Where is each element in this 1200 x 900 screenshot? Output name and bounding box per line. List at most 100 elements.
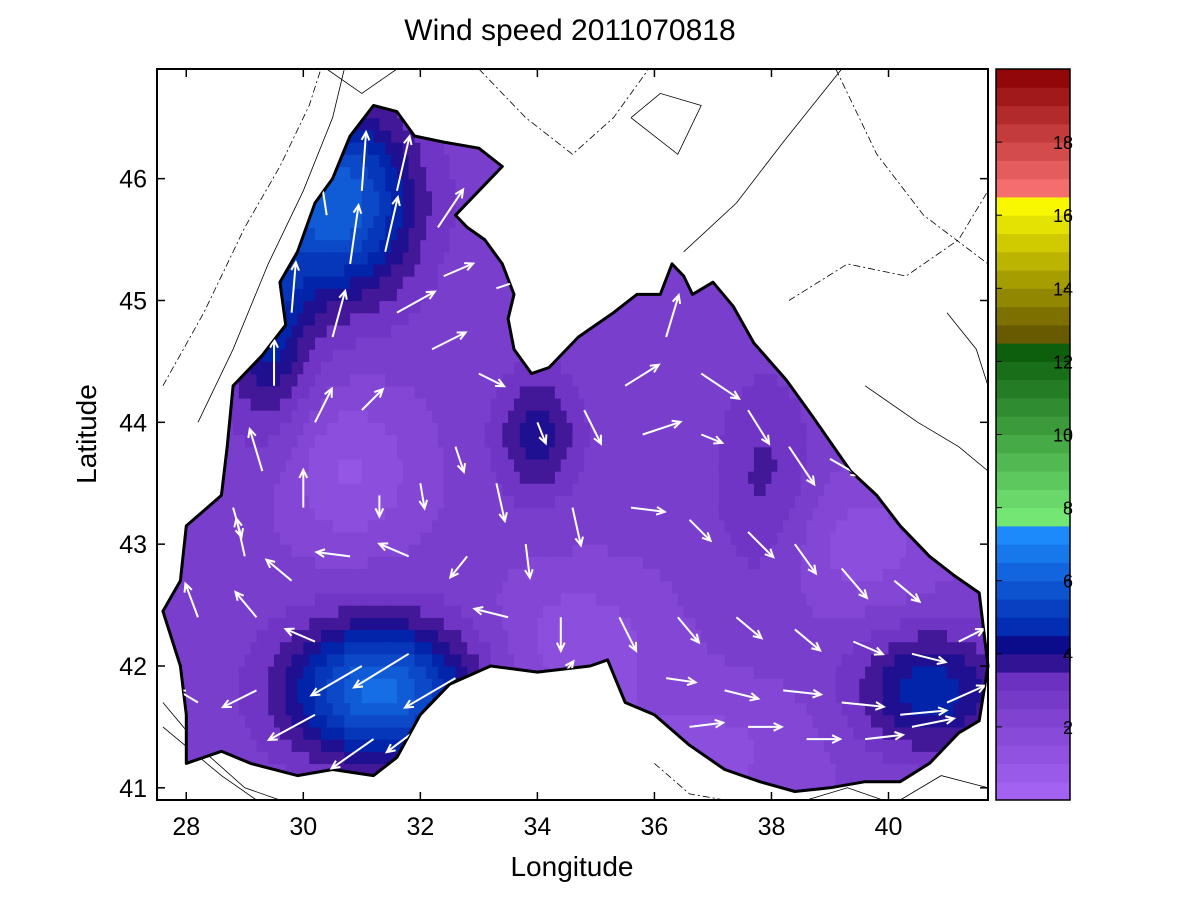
- field-cell: [385, 178, 392, 192]
- field-cell: [320, 458, 328, 472]
- field-cell: [514, 434, 521, 448]
- field-cell: [449, 410, 457, 423]
- field-cell: [625, 507, 632, 521]
- field-cell: [473, 641, 480, 655]
- field-cell: [361, 337, 369, 350]
- field-cell: [502, 446, 509, 460]
- field-cell: [560, 580, 568, 594]
- field-cell: [478, 410, 486, 423]
- field-cell: [455, 605, 462, 618]
- field-cell: [467, 495, 474, 509]
- field-cell: [514, 495, 521, 509]
- field-cell: [572, 605, 579, 618]
- field-cell: [449, 592, 457, 606]
- field-cell: [356, 471, 363, 484]
- field-cell: [478, 288, 486, 302]
- field-cell: [320, 227, 328, 241]
- field-cell: [613, 544, 620, 557]
- field-cell: [396, 532, 404, 545]
- field-cell: [525, 653, 533, 667]
- field-cell: [414, 617, 421, 630]
- field-cell: [502, 617, 509, 630]
- field-cell: [484, 434, 492, 448]
- field-cell: [379, 458, 386, 472]
- field-cell: [385, 653, 392, 667]
- field-cell: [367, 166, 375, 180]
- field-cell: [238, 726, 246, 740]
- field-cell: [414, 166, 421, 180]
- field-cell: [396, 556, 404, 570]
- field-cell: [279, 446, 287, 460]
- field-cell: [326, 373, 334, 387]
- field-cell: [396, 446, 404, 460]
- field-cell: [203, 702, 211, 716]
- field-cell: [519, 532, 527, 545]
- field-cell: [285, 300, 293, 314]
- field-cell: [227, 568, 234, 582]
- field-cell: [250, 641, 258, 655]
- field-cell: [508, 519, 515, 533]
- field-cell: [636, 678, 644, 691]
- field-cell: [566, 641, 574, 655]
- field-cell: [379, 373, 386, 387]
- field-cell: [432, 544, 439, 557]
- field-cell: [502, 410, 509, 423]
- field-cell: [320, 300, 328, 314]
- field-cell: [361, 678, 369, 691]
- field-cell: [531, 568, 538, 582]
- field-cell: [519, 544, 527, 557]
- field-cell: [636, 422, 644, 436]
- field-cell: [478, 385, 486, 399]
- field-cell: [379, 702, 386, 716]
- field-cell: [426, 337, 433, 350]
- field-cell: [607, 653, 615, 667]
- field-cell: [332, 373, 340, 387]
- isoline: [162, 726, 257, 800]
- field-cell: [420, 227, 427, 241]
- field-cell: [449, 239, 457, 253]
- field-cell: [572, 337, 579, 350]
- field-cell: [478, 580, 486, 594]
- field-cell: [420, 361, 427, 375]
- field-cell: [338, 446, 345, 460]
- field-cell: [613, 641, 620, 655]
- field-cell: [426, 617, 433, 630]
- field-cell: [467, 507, 474, 521]
- field-cell: [385, 263, 392, 277]
- field-cell: [274, 629, 281, 643]
- field-cell: [233, 702, 240, 716]
- field-cell: [250, 690, 258, 704]
- field-cell: [490, 300, 498, 314]
- field-cell: [320, 629, 328, 643]
- field-cell: [373, 166, 380, 180]
- field-cell: [578, 556, 585, 570]
- field-cell: [320, 263, 328, 277]
- field-cell: [461, 239, 468, 253]
- field-cell: [449, 666, 457, 679]
- field-cell: [385, 544, 392, 557]
- field-cell: [631, 629, 638, 643]
- field-cell: [496, 641, 503, 655]
- field-cell: [566, 397, 574, 411]
- field-cell: [279, 666, 287, 679]
- field-cell: [274, 666, 281, 679]
- field-cell: [402, 690, 410, 704]
- field-cell: [332, 726, 340, 740]
- field-cell: [268, 751, 275, 765]
- field-cell: [391, 483, 398, 496]
- field-cell: [525, 641, 533, 655]
- field-cell: [344, 726, 351, 740]
- field-cell: [285, 446, 293, 460]
- field-cell: [467, 519, 474, 533]
- field-cell: [379, 690, 386, 704]
- field-cell: [361, 617, 369, 630]
- field-cell: [338, 373, 345, 387]
- field-cell: [607, 629, 615, 643]
- field-cell: [268, 641, 275, 655]
- field-cell: [595, 349, 603, 362]
- field-cell: [291, 397, 299, 411]
- field-cell: [297, 483, 304, 496]
- field-cell: [203, 519, 211, 533]
- field-cell: [625, 361, 632, 375]
- field-cell: [631, 434, 638, 448]
